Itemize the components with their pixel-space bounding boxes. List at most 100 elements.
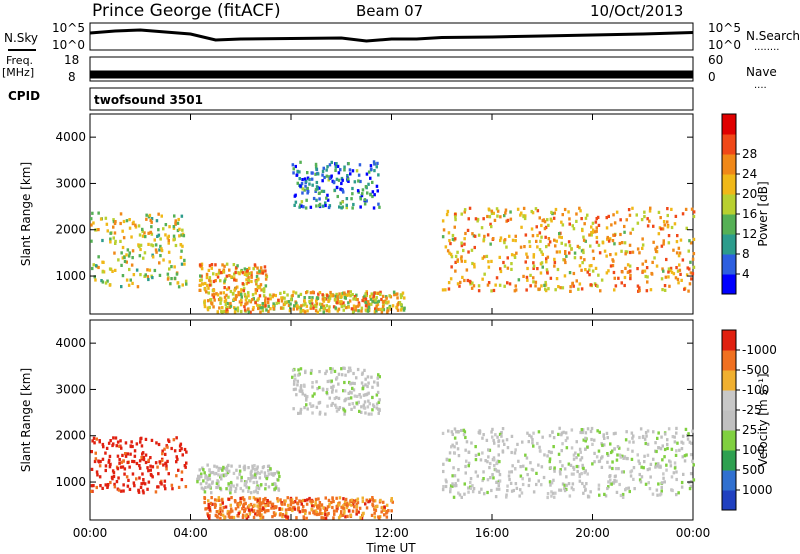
- scatter-cell: [495, 276, 499, 280]
- power-colorbar-label: Power [dB]: [756, 181, 770, 246]
- scatter-cell: [589, 283, 593, 287]
- scatter-cell: [688, 487, 692, 491]
- scatter-cell: [234, 286, 238, 290]
- scatter-cell: [185, 461, 188, 465]
- scatter-cell: [226, 509, 230, 514]
- scatter-cell: [578, 479, 582, 483]
- scatter-cell: [279, 306, 283, 310]
- scatter-cell: [476, 219, 479, 223]
- scatter-cell: [325, 174, 329, 178]
- scatter-cell: [260, 508, 263, 512]
- scatter-cell: [607, 239, 611, 243]
- scatter-cell: [291, 506, 295, 510]
- scatter-cell: [326, 198, 330, 202]
- scatter-cell: [210, 496, 213, 500]
- scatter-cell: [559, 468, 562, 472]
- scatter-cell: [277, 298, 280, 302]
- scatter-cell: [291, 163, 295, 167]
- scatter-cell: [692, 265, 696, 269]
- scatter-cell: [360, 309, 363, 313]
- power-ylabel: Slant Range [km]: [19, 162, 33, 266]
- scatter-cell: [121, 245, 125, 250]
- scatter-cell: [371, 408, 374, 412]
- scatter-cell: [253, 263, 257, 267]
- scatter-cell: [471, 281, 474, 285]
- scatter-cell: [178, 448, 182, 452]
- scatter-cell: [238, 469, 242, 473]
- scatter-cell: [245, 480, 248, 484]
- time-tick-label: 04:00: [173, 526, 208, 540]
- scatter-cell: [203, 302, 206, 306]
- velocity-panel-frame: [89, 319, 694, 521]
- scatter-cell: [300, 389, 304, 393]
- scatter-cell: [486, 283, 490, 287]
- scatter-cell: [675, 477, 678, 482]
- scatter-cell: [207, 286, 210, 290]
- scatter-cell: [215, 481, 219, 485]
- scatter-cell: [243, 466, 247, 470]
- scatter-cell: [685, 226, 688, 230]
- scatter-cell: [455, 430, 458, 434]
- scatter-cell: [558, 250, 561, 254]
- scatter-cell: [180, 233, 183, 237]
- scatter-cell: [383, 508, 386, 512]
- scatter-cell: [277, 471, 280, 475]
- scatter-cell: [269, 500, 272, 504]
- scatter-cell: [524, 260, 527, 264]
- scatter-cell: [299, 411, 302, 415]
- scatter-cell: [276, 499, 280, 503]
- scatter-cell: [308, 496, 311, 501]
- scatter-cell: [372, 405, 376, 409]
- scatter-cell: [337, 178, 341, 182]
- scatter-cell: [134, 223, 137, 227]
- scatter-cell: [546, 218, 549, 222]
- scatter-cell: [584, 469, 587, 473]
- scatter-cell: [498, 255, 501, 259]
- scatter-cell: [386, 308, 390, 312]
- scatter-cell: [248, 504, 251, 508]
- scatter-cell: [205, 276, 209, 280]
- scatter-cell: [607, 214, 610, 218]
- scatter-cell: [149, 230, 153, 234]
- scatter-cell: [369, 176, 372, 180]
- scatter-cell: [325, 196, 328, 200]
- freq-left-tick-bottom: 8: [68, 70, 76, 84]
- scatter-cell: [256, 513, 259, 517]
- scatter-cell: [239, 500, 242, 504]
- scatter-cell: [497, 453, 500, 457]
- scatter-cell: [605, 431, 609, 435]
- scatter-cell: [308, 402, 312, 406]
- scatter-cell: [676, 234, 679, 238]
- scatter-cell: [227, 463, 230, 467]
- scatter-cell: [506, 489, 509, 493]
- scatter-cell: [173, 265, 176, 269]
- scatter-cell: [243, 308, 247, 312]
- scatter-cell: [327, 205, 331, 210]
- scatter-cell: [175, 272, 179, 276]
- scatter-cell: [324, 203, 327, 208]
- noise-line: [89, 28, 694, 43]
- scatter-cell: [495, 207, 499, 211]
- scatter-cell: [686, 266, 689, 270]
- scatter-cell: [503, 241, 506, 245]
- scatter-cell: [572, 457, 576, 461]
- scatter-cell: [678, 268, 682, 272]
- scatter-cell: [646, 468, 650, 472]
- scatter-cell: [141, 227, 144, 231]
- scatter-cell: [554, 288, 557, 292]
- scatter-cell: [603, 492, 606, 496]
- scatter-cell: [303, 188, 306, 192]
- scatter-cell: [107, 441, 111, 445]
- velocity-colorbar-segment: [722, 410, 736, 431]
- scatter-cell: [184, 279, 188, 283]
- scatter-cell: [514, 234, 517, 238]
- scatter-cell: [199, 283, 202, 287]
- scatter-cell: [138, 233, 142, 237]
- scatter-cell: [528, 244, 532, 248]
- scatter-cell: [183, 262, 186, 266]
- scatter-cell: [351, 186, 354, 191]
- scatter-cell: [135, 461, 139, 466]
- scatter-cell: [637, 289, 640, 293]
- scatter-cell: [255, 486, 258, 490]
- scatter-cell: [111, 269, 114, 273]
